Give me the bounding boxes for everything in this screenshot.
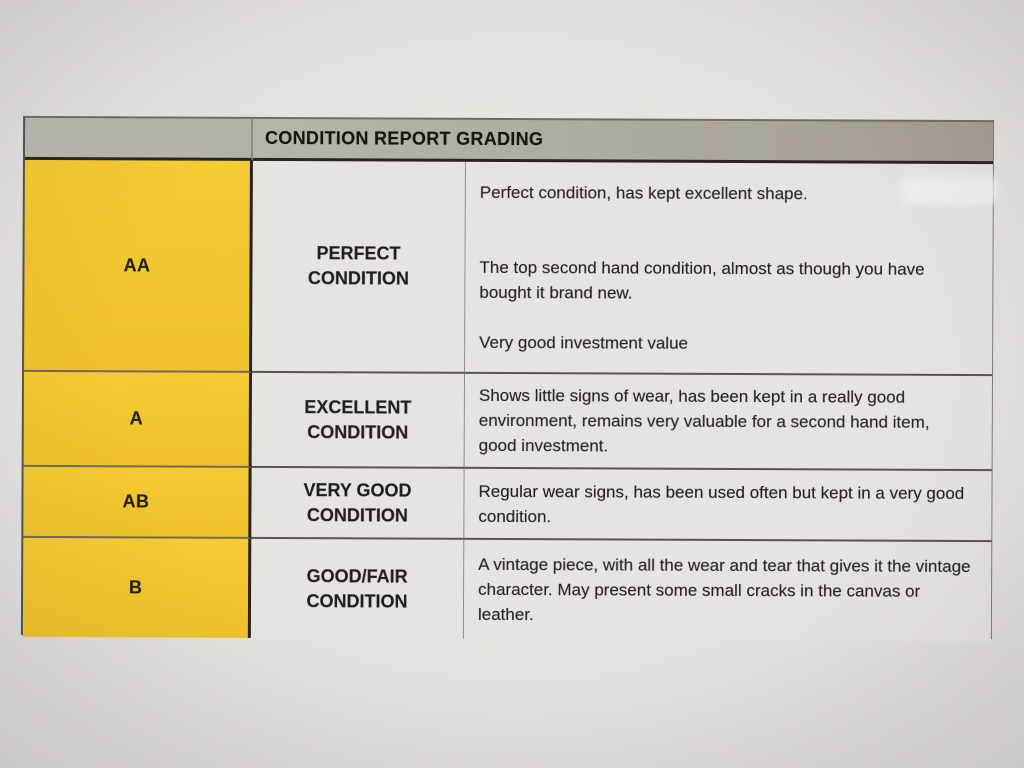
grade-text: AB	[122, 491, 150, 512]
grade-text: AA	[123, 254, 151, 275]
condition-text: VERY GOOD CONDITION	[303, 479, 412, 526]
description-text: Shows little signs of wear, has been kep…	[478, 385, 930, 456]
grade-text: A	[129, 408, 144, 429]
description-cell: Shows little signs of wear, has been kep…	[464, 373, 993, 472]
header-empty-cell	[24, 117, 254, 161]
description-cell: Perfect condition, has kept excellent sh…	[465, 161, 993, 377]
grade-cell: B	[22, 537, 252, 638]
condition-cell: EXCELLENT CONDITION	[251, 372, 466, 469]
description-cell: Regular wear signs, has been used often …	[464, 468, 992, 543]
table-grid: CONDITION REPORT GRADING AA PERFECT COND…	[20, 115, 995, 642]
condition-cell: GOOD/FAIR CONDITION	[250, 538, 465, 639]
description-cell: A vintage piece, with all the wear and t…	[463, 539, 992, 642]
condition-text: GOOD/FAIR CONDITION	[306, 565, 408, 612]
condition-cell: VERY GOOD CONDITION	[251, 467, 465, 540]
table-header: CONDITION REPORT GRADING	[252, 118, 994, 165]
grade-cell: AB	[23, 466, 252, 539]
description-text: Regular wear signs, has been used often …	[478, 481, 965, 526]
grade-text: B	[128, 577, 143, 598]
description-text: Perfect condition, has kept excellent sh…	[479, 182, 925, 353]
condition-text: PERFECT CONDITION	[307, 243, 409, 289]
condition-cell: PERFECT CONDITION	[252, 160, 466, 374]
table-header-title: CONDITION REPORT GRADING	[264, 127, 544, 150]
description-text: A vintage piece, with all the wear and t…	[477, 554, 971, 625]
grade-cell: A	[23, 371, 253, 468]
condition-grading-table: CONDITION REPORT GRADING AA PERFECT COND…	[20, 115, 997, 642]
condition-text: EXCELLENT CONDITION	[304, 396, 412, 443]
grade-cell: AA	[24, 159, 253, 373]
